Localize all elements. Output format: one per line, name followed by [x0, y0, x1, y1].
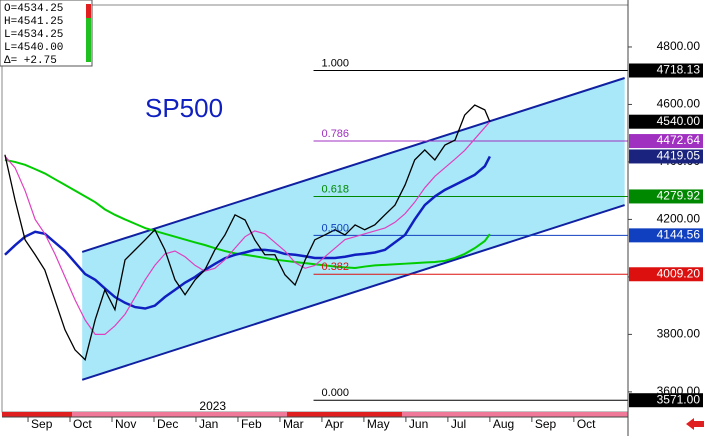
readout-box	[0, 0, 93, 67]
fib-label: 0.500	[322, 222, 350, 234]
series-line	[4, 155, 491, 310]
year-label: 2023	[199, 399, 226, 413]
price-tag	[629, 134, 703, 149]
readout-line: O=4534.25	[4, 3, 63, 15]
readout-bar	[86, 4, 91, 18]
readout-bar	[86, 18, 91, 62]
stripe	[402, 412, 628, 417]
readout-line: L=4540.00	[4, 42, 63, 54]
price-tag-label: 3571.00	[657, 392, 701, 406]
price-tag-label: 4279.92	[657, 189, 701, 203]
y-tick-label: 4800.00	[657, 39, 701, 53]
fib-label: 0.786	[322, 128, 350, 140]
fib-label: 0.382	[322, 261, 350, 273]
x-tick-label: Apr	[325, 417, 344, 431]
y-tick-label: 3800.00	[657, 327, 701, 341]
labels-layer: 3600.003800.004000.004200.004400.004600.…	[27, 39, 703, 431]
x-tick-label: Feb	[241, 417, 262, 431]
price-tag-label: 4472.64	[657, 133, 701, 147]
x-tick-label: Nov	[115, 417, 136, 431]
x-tick-label: May	[367, 417, 390, 431]
x-tick-label: Dec	[157, 417, 178, 431]
price-tag-label: 4718.13	[657, 63, 701, 77]
y-tick-label: 4200.00	[657, 212, 701, 226]
readout-line: Δ= +2.75	[4, 55, 57, 67]
series-line	[4, 158, 491, 270]
x-tick-label: Jun	[409, 417, 428, 431]
nav-arrow[interactable]	[686, 418, 704, 430]
price-tag	[629, 393, 703, 408]
fib-label: 0.000	[322, 387, 350, 399]
channel-layer	[81, 69, 628, 401]
x-tick-label: Sep	[535, 417, 557, 431]
series-line	[4, 121, 491, 335]
price-tag	[629, 228, 703, 243]
fib-label: 0.618	[322, 183, 350, 195]
price-tag	[629, 189, 703, 204]
x-tick-label: Jul	[451, 417, 466, 431]
readout-line: L=4534.25	[4, 29, 63, 41]
x-tick-label: Aug	[493, 417, 514, 431]
x-tick-label: Oct	[577, 417, 596, 431]
last-price-label: 4540.00	[657, 114, 701, 128]
x-tick-label: Sep	[31, 417, 53, 431]
last-price-tag	[629, 114, 703, 129]
x-tick-label: Oct	[73, 417, 92, 431]
stripe	[287, 412, 402, 417]
channel-line	[81, 204, 625, 381]
readout-line: H=4541.25	[4, 16, 63, 28]
y-tick-label: 4600.00	[657, 97, 701, 111]
stripe	[2, 412, 72, 417]
stripe	[72, 412, 287, 417]
x-tick-label: Mar	[283, 417, 304, 431]
series-line	[4, 104, 491, 361]
last-price-label: 4419.05	[657, 149, 701, 163]
chart-title: SP500	[145, 93, 223, 123]
lines-layer	[4, 104, 491, 361]
last-price-tag	[629, 149, 703, 164]
price-tag-label: 4009.20	[657, 266, 701, 280]
channel-fill	[82, 78, 625, 380]
x-tick-label: Jan	[199, 417, 218, 431]
price-tag	[629, 267, 703, 282]
price-tag-label: 4144.56	[657, 228, 701, 242]
fib-label: 1.000	[322, 57, 350, 69]
price-tag	[629, 63, 703, 78]
channel-line	[81, 77, 625, 253]
